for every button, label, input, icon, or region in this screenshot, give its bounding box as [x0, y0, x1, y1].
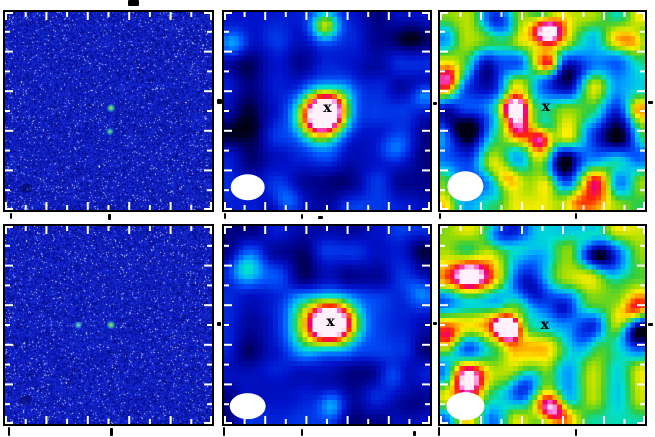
clipped-tick-label [128, 0, 139, 6]
clipped-tick-label [223, 427, 225, 436]
clipped-tick-label [318, 216, 323, 219]
clipped-tick-label [413, 431, 416, 436]
clipped-tick-label [575, 429, 577, 436]
clipped-tick-label [10, 213, 12, 219]
clipped-tick-label [217, 99, 222, 104]
heatmap-canvas [224, 12, 430, 210]
clipped-tick-label [438, 427, 440, 436]
map-panel-row1-clean-map: x [222, 10, 432, 212]
clipped-tick-label [301, 429, 303, 436]
map-panel-row2-direct-image [3, 224, 214, 426]
heatmap-canvas [224, 226, 430, 424]
clipped-tick-label [575, 213, 577, 219]
heatmap-canvas [5, 226, 212, 424]
map-panel-row2-clean-map: x [222, 224, 432, 426]
map-panel-row2-residual-map: x [438, 224, 647, 426]
clipped-tick-label [439, 213, 441, 219]
clipped-tick-label [110, 428, 113, 436]
clipped-tick-label [301, 214, 303, 219]
clipped-tick-label [224, 213, 226, 219]
clipped-tick-label [648, 101, 653, 104]
clipped-tick-label [433, 102, 437, 105]
heatmap-canvas [440, 226, 645, 424]
clipped-tick-label [108, 214, 111, 220]
clipped-tick-label [8, 427, 10, 436]
map-panel-row1-direct-image [3, 10, 214, 212]
clipped-tick-label [433, 322, 437, 325]
map-panel-row1-residual-map: x [438, 10, 647, 212]
heatmap-canvas [5, 12, 212, 210]
clipped-tick-label [217, 322, 221, 326]
heatmap-canvas [440, 12, 645, 210]
clipped-tick-label [648, 323, 653, 326]
